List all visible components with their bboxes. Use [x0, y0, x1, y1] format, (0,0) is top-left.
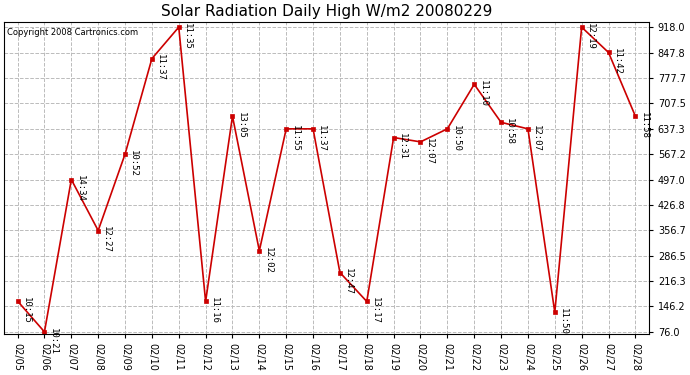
Text: 11:37: 11:37: [317, 124, 326, 152]
Text: 10:52: 10:52: [129, 150, 138, 177]
Text: 12:31: 12:31: [398, 134, 407, 160]
Text: 11:50: 11:50: [559, 308, 568, 335]
Text: 12:27: 12:27: [102, 226, 111, 253]
Text: 10:58: 10:58: [505, 118, 514, 145]
Text: 13:05: 13:05: [237, 112, 246, 139]
Text: 11:42: 11:42: [613, 48, 622, 75]
Text: 11:16: 11:16: [210, 297, 219, 324]
Text: 11:10: 11:10: [478, 80, 487, 107]
Text: 10:15: 10:15: [22, 297, 31, 324]
Text: 12:07: 12:07: [532, 124, 541, 152]
Text: 12:02: 12:02: [264, 247, 273, 273]
Text: 11:37: 11:37: [156, 54, 165, 81]
Text: 12:47: 12:47: [344, 268, 353, 295]
Title: Solar Radiation Daily High W/m2 20080229: Solar Radiation Daily High W/m2 20080229: [161, 4, 492, 19]
Text: Copyright 2008 Cartronics.com: Copyright 2008 Cartronics.com: [8, 28, 139, 37]
Text: 11:35: 11:35: [183, 23, 192, 50]
Text: 12:07: 12:07: [424, 138, 433, 165]
Text: 10:21: 10:21: [48, 328, 58, 355]
Text: 12:19: 12:19: [586, 23, 595, 50]
Text: 14:34: 14:34: [75, 176, 84, 202]
Text: 11:58: 11:58: [640, 112, 649, 139]
Text: 11:55: 11:55: [290, 124, 299, 152]
Text: 13:17: 13:17: [371, 297, 380, 324]
Text: 10:50: 10:50: [451, 124, 460, 152]
